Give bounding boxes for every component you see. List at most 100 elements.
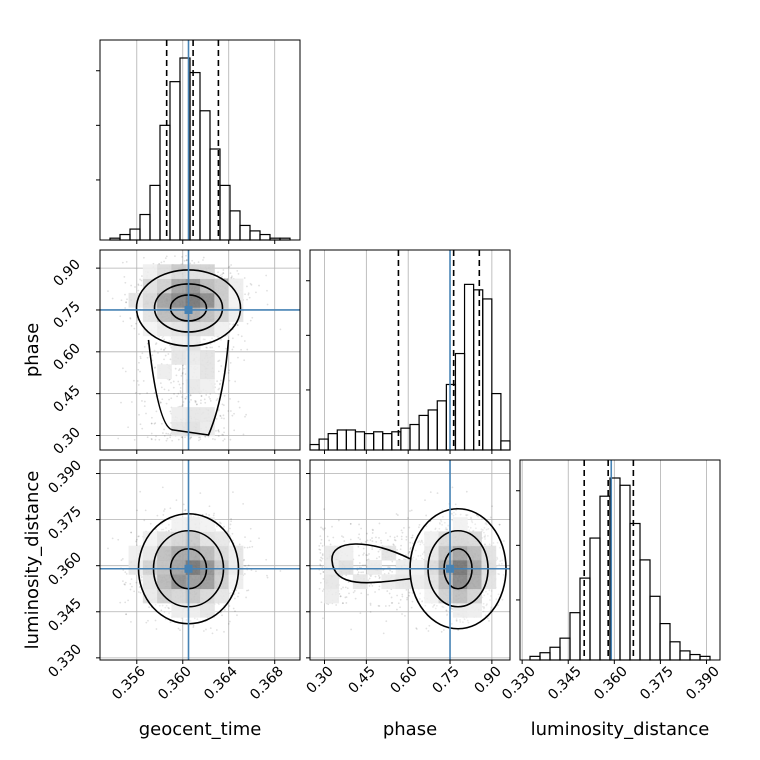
sample-point bbox=[178, 368, 181, 370]
sample-point bbox=[174, 255, 176, 258]
sample-point bbox=[130, 578, 133, 581]
sample-point bbox=[230, 520, 232, 523]
density-cell bbox=[157, 364, 172, 380]
sample-point bbox=[199, 438, 202, 441]
sample-point bbox=[120, 299, 123, 302]
sample-point bbox=[129, 317, 132, 320]
sample-point bbox=[181, 371, 184, 374]
sample-point bbox=[135, 391, 137, 394]
sample-point bbox=[182, 401, 185, 403]
sample-point bbox=[129, 317, 132, 319]
sample-point bbox=[243, 558, 246, 561]
sample-point bbox=[145, 412, 147, 415]
sample-point bbox=[221, 275, 223, 278]
density-cell bbox=[200, 292, 215, 308]
sample-point bbox=[168, 398, 170, 401]
sample-point bbox=[186, 258, 188, 261]
sample-point bbox=[146, 392, 149, 394]
density-cell bbox=[142, 321, 158, 337]
sample-point bbox=[130, 324, 133, 327]
sample-point bbox=[150, 422, 153, 425]
panel-geocent-time-hist bbox=[96, 39, 301, 244]
panel-frame bbox=[309, 249, 511, 451]
sample-point bbox=[135, 538, 138, 541]
sample-point bbox=[133, 438, 136, 441]
sample-point bbox=[153, 422, 156, 425]
density-cell bbox=[200, 421, 215, 437]
sample-point bbox=[119, 315, 122, 318]
sample-point bbox=[231, 532, 234, 535]
sample-point bbox=[163, 358, 165, 361]
sample-point bbox=[141, 427, 144, 430]
sample-point bbox=[182, 503, 185, 506]
sample-point bbox=[153, 349, 156, 352]
density-cell bbox=[185, 350, 201, 365]
sample-point bbox=[124, 581, 127, 584]
sample-point bbox=[218, 345, 220, 348]
sample-point bbox=[149, 522, 152, 525]
sample-point bbox=[125, 260, 128, 263]
sample-point bbox=[228, 323, 231, 325]
sample-point bbox=[212, 438, 214, 440]
sample-point bbox=[155, 410, 158, 413]
sample-point bbox=[139, 355, 142, 358]
sample-point bbox=[243, 340, 246, 342]
sample-point bbox=[124, 601, 127, 604]
sample-point bbox=[160, 422, 163, 425]
sample-point bbox=[163, 338, 166, 341]
sample-point bbox=[182, 364, 184, 367]
sample-point bbox=[218, 387, 221, 390]
sample-point bbox=[198, 436, 200, 439]
sample-point bbox=[139, 490, 142, 493]
sample-point bbox=[185, 259, 188, 262]
sample-point bbox=[154, 438, 157, 441]
sample-point bbox=[206, 346, 208, 349]
sample-point bbox=[125, 572, 128, 575]
panel-phase-vs-geocent-time bbox=[96, 249, 301, 454]
sample-point bbox=[200, 395, 203, 397]
sample-point bbox=[189, 262, 192, 265]
sample-point bbox=[172, 386, 175, 389]
density-cell bbox=[185, 335, 201, 351]
sample-point bbox=[140, 279, 143, 282]
sample-point bbox=[218, 383, 221, 386]
sample-point bbox=[220, 338, 222, 341]
sample-point bbox=[124, 293, 126, 296]
sample-point bbox=[139, 357, 142, 360]
sample-point bbox=[249, 282, 252, 285]
sample-point bbox=[228, 369, 231, 372]
sample-point bbox=[153, 367, 156, 369]
sample-point bbox=[185, 395, 188, 398]
contour-line bbox=[147, 339, 230, 436]
sample-point bbox=[237, 356, 239, 359]
panel-frame bbox=[99, 249, 301, 451]
sample-point bbox=[220, 417, 223, 419]
sample-point bbox=[237, 400, 240, 403]
sample-point bbox=[265, 558, 268, 561]
sample-point bbox=[133, 590, 136, 593]
sample-point bbox=[222, 269, 225, 271]
sample-point bbox=[258, 284, 260, 287]
sample-point bbox=[209, 346, 212, 349]
sample-point bbox=[181, 404, 184, 406]
sample-point bbox=[233, 412, 235, 415]
sample-point bbox=[220, 365, 223, 367]
sample-point bbox=[215, 629, 218, 631]
density-cell bbox=[185, 278, 201, 294]
sample-point bbox=[217, 370, 220, 373]
sample-point bbox=[205, 346, 208, 349]
sample-point bbox=[249, 527, 252, 530]
sample-point bbox=[130, 585, 133, 588]
sample-point bbox=[225, 347, 227, 350]
sample-point bbox=[223, 525, 225, 528]
sample-point bbox=[236, 324, 239, 326]
sample-point bbox=[165, 402, 168, 405]
density-cell bbox=[214, 278, 230, 294]
sample-point bbox=[199, 402, 202, 405]
sample-point bbox=[163, 434, 166, 437]
sample-point bbox=[117, 437, 120, 440]
sample-point bbox=[191, 259, 194, 262]
sample-point bbox=[237, 272, 240, 275]
sample-point bbox=[181, 372, 184, 375]
